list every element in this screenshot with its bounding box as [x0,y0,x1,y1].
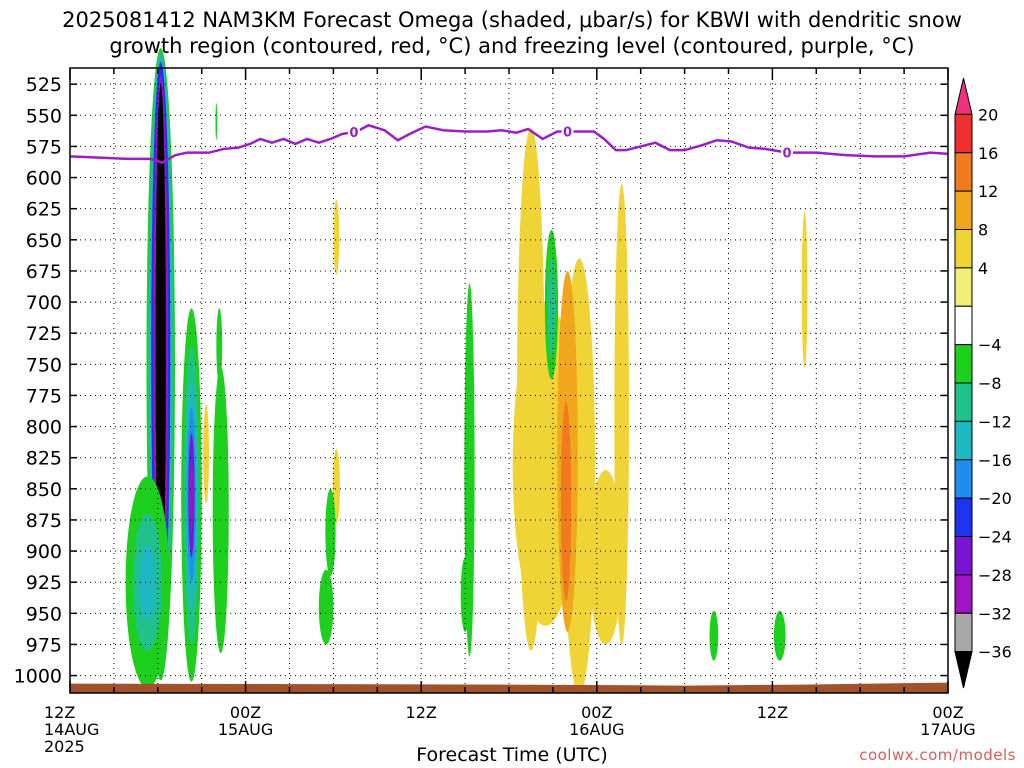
colorbar-segment [954,190,973,230]
colorbar-label: −20 [978,489,1012,508]
omega-region [318,569,334,645]
x-tick-label: 16AUG [569,720,624,739]
colorbar-label: 16 [978,144,998,163]
y-tick-label: 1000 [14,666,62,688]
x-axis-label: Forecast Time (UTC) [416,744,608,766]
omega-region [709,610,719,661]
freezing-level-label: 0 [563,125,572,140]
y-tick-label: 575 [26,136,62,158]
colorbar-segment [954,229,973,269]
x-tick-label: 12Z [757,703,788,722]
colorbar-label: −24 [978,528,1012,547]
colorbar-segment [954,497,973,537]
freezing-level-label: 0 [349,126,358,141]
y-tick-label: 825 [26,448,62,470]
chart-title-line-1: 2025081412 NAM3KM Forecast Omega (shaded… [62,8,962,32]
y-tick-label: 775 [26,385,62,407]
colorbar-segment [954,459,973,499]
colorbar-label: −28 [978,566,1012,585]
y-tick-label: 650 [26,230,62,252]
y-tick-label: 975 [26,634,62,656]
credit-text: coolwx.com/models [859,746,1016,764]
y-tick-label: 600 [26,168,62,190]
colorbar-segment [954,344,973,384]
colorbar-label: −12 [978,412,1012,431]
colorbar-segment [954,574,973,614]
colorbar-label: 4 [978,259,988,278]
colorbar-label: 8 [978,221,988,240]
secondary-updraft-region [189,457,194,533]
omega-region [215,102,218,141]
y-tick-label: 700 [26,292,62,314]
x-tick-label: 14AUG [44,720,99,739]
omega-region [460,557,470,632]
y-tick-label: 900 [26,541,62,563]
y-tick-label: 850 [26,479,62,501]
omega-region [560,401,572,601]
x-tick-label: 12Z [406,703,437,722]
freezing-level-line [69,123,949,164]
colorbar-segment [954,536,973,576]
y-tick-label: 725 [26,323,62,345]
y-tick-label: 550 [26,105,62,127]
omega-region [216,308,223,383]
colorbar-segment [954,420,973,461]
colorbar-segment [954,612,973,653]
colorbar-label: 12 [978,182,998,201]
omega-region [332,448,340,524]
colorbar-label: −36 [978,643,1012,662]
x-tick-label: 17AUG [920,720,975,739]
x-tick-label: 00Z [581,703,612,722]
plot-area [70,68,948,693]
omega-region [547,258,556,359]
x-tick-label: 00Z [230,703,261,722]
omega-region [325,488,336,576]
y-tick-label: 525 [26,74,62,96]
freezing-level-label-bg [561,124,574,139]
y-tick-label: 950 [26,603,62,625]
x-tick-label: 15AUG [218,720,273,739]
colorbar-cap-bottom [954,651,973,689]
omega-region [333,199,340,275]
omega-region [801,211,808,368]
x-tick-label: 12Z [44,703,75,722]
x-tick-label: 00Z [932,703,963,722]
colorbar-segment [954,152,973,192]
omega-region [203,404,210,504]
freezing-level-label: 0 [783,147,792,162]
freezing-level-label-bg [781,145,794,160]
left-margin [0,58,70,708]
colorbar-label: −4 [978,336,1002,355]
chart-title-line-2: growth region (contoured, red, °C) and f… [109,34,915,58]
colorbar-segment [954,267,973,307]
freezing-level-label-bg [347,124,360,139]
lower-updraft-region [138,544,157,620]
colorbar-label: −32 [978,604,1012,623]
y-tick-label: 625 [26,199,62,221]
x-tick-label: 2025 [44,737,85,756]
colorbar-label: −8 [978,374,1002,393]
colorbar-segment [954,113,973,154]
y-tick-label: 875 [26,510,62,532]
y-tick-label: 750 [26,354,62,376]
y-tick-label: 800 [26,417,62,439]
y-tick-label: 675 [26,261,62,283]
colorbar-label: −16 [978,451,1012,470]
omega-region [773,610,786,661]
y-tick-label: 925 [26,572,62,594]
colorbar-segment [954,305,973,346]
colorbar-label: 20 [978,105,998,124]
colorbar-segment [954,382,973,422]
omega-region [588,470,623,645]
omega-region [212,366,229,654]
